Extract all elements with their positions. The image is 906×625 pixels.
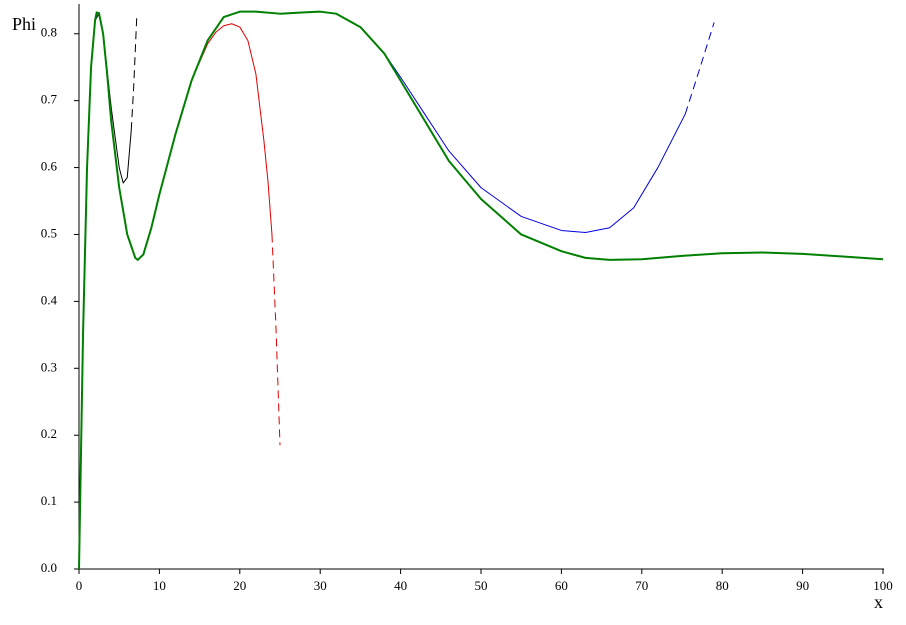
x-tick-label: 90 [796,578,809,593]
x-tick-label: 20 [233,578,246,593]
y-tick-label: 0.3 [41,359,57,374]
y-tick-label: 0.1 [41,493,57,508]
series-line [78,13,273,570]
x-tick-label: 30 [314,578,327,593]
x-tick-label: 10 [153,578,166,593]
y-tick-label: 0.2 [41,426,57,441]
x-tick-label: 50 [475,578,488,593]
series-line [78,10,884,570]
y-tick-label: 0.5 [41,225,57,240]
series-line [78,11,686,570]
x-tick-label: 70 [635,578,648,593]
x-tick-label: 80 [716,578,729,593]
y-tick-label: 0.8 [41,25,57,40]
series-line [684,22,715,115]
x-tick-label: 40 [394,578,407,593]
y-tick-label: 0.0 [41,560,57,575]
x-tick-label: 100 [873,578,893,593]
y-tick-label: 0.4 [41,292,58,307]
y-tick-label: 0.7 [41,92,58,107]
y-tick-label: 0.6 [41,159,58,174]
series-line [130,13,138,131]
y-axis-label: Phi [12,14,36,34]
series-line [78,13,132,570]
x-axis-label: x [874,592,883,612]
x-tick-label: 0 [76,578,83,593]
series-line [271,234,281,446]
x-tick-label: 60 [555,578,568,593]
